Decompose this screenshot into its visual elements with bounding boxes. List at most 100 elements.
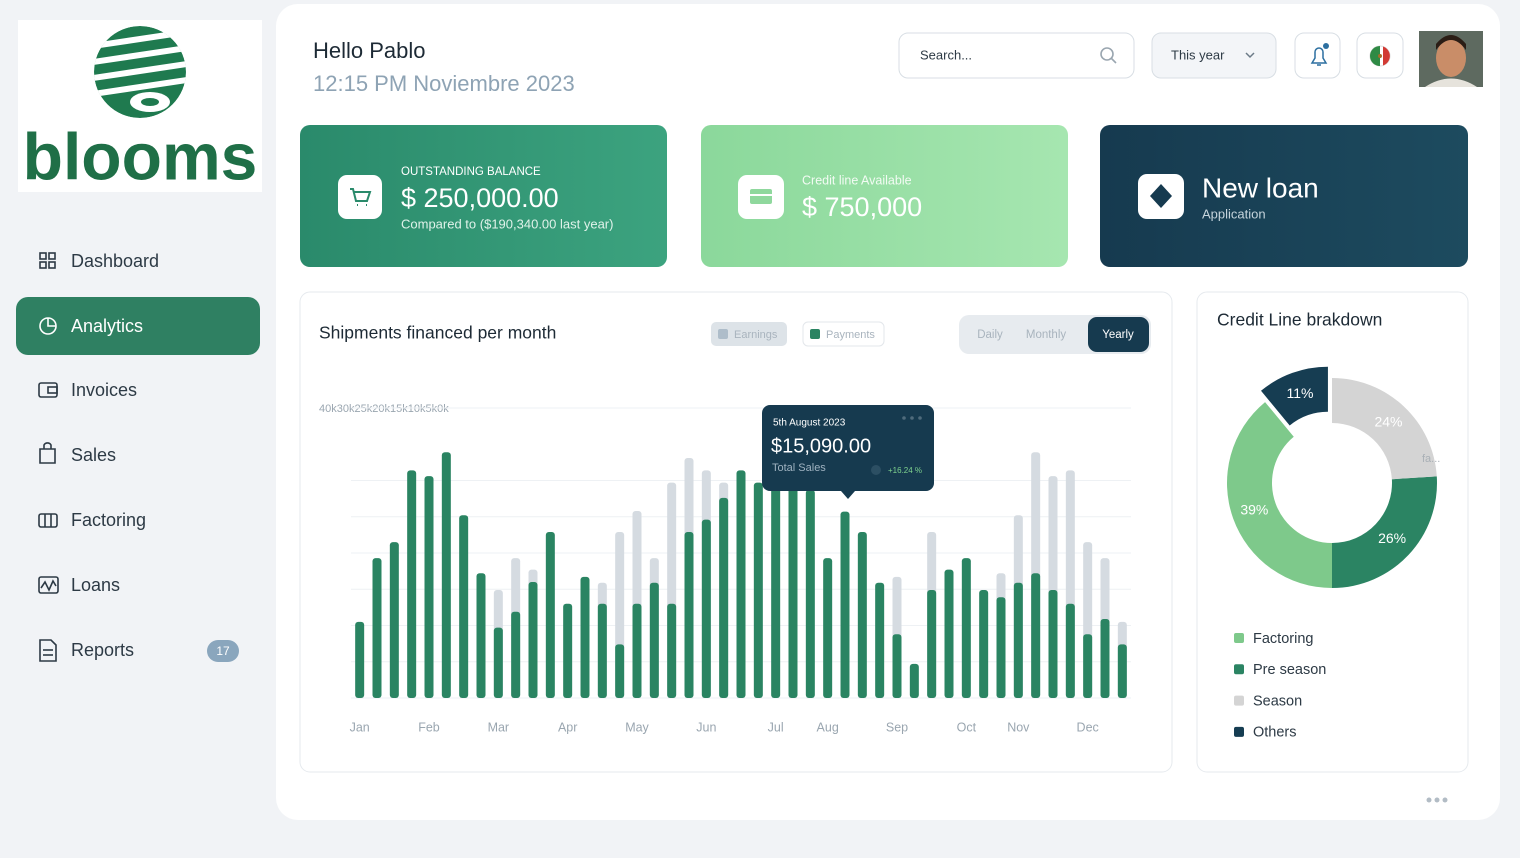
logo-mark <box>94 26 186 118</box>
bar <box>615 644 625 698</box>
tooltip-box <box>762 405 934 491</box>
card-value: $ 750,000 <box>802 192 922 222</box>
bar <box>961 558 971 698</box>
bar <box>857 531 867 698</box>
y-tick-label: 25k <box>355 403 373 415</box>
bar <box>1048 589 1058 698</box>
menu-item[interactable]: Sales <box>71 445 116 465</box>
y-tick-labels: 40k30k25k20k15k10k5k0k <box>319 403 449 415</box>
bar <box>979 589 989 698</box>
bar <box>407 470 417 698</box>
notification-dot <box>1323 43 1329 49</box>
bar <box>511 611 521 698</box>
x-tick-label: Feb <box>418 720 440 734</box>
tab[interactable]: Daily <box>977 329 1003 341</box>
legend-label: Earnings <box>734 329 778 341</box>
legend-swatch <box>1234 695 1244 706</box>
bar <box>840 511 850 698</box>
menu-item[interactable]: Invoices <box>71 380 137 400</box>
loan-icon <box>1150 184 1172 208</box>
bar <box>1031 573 1041 698</box>
x-tick-label: Aug <box>817 720 839 734</box>
tooltip: 5th August 2023 $15,090.00 Total Sales +… <box>762 405 934 499</box>
bar <box>441 452 451 698</box>
menu-item[interactable]: Dashboard <box>71 251 159 271</box>
badge <box>207 640 239 662</box>
card-title: New loan <box>1202 172 1319 203</box>
y-tick-label: 10k <box>408 403 426 415</box>
balance-card <box>300 125 667 267</box>
logo-text: blooms <box>23 119 258 193</box>
donut-segment <box>1332 377 1437 480</box>
legend-label: Others <box>1253 725 1297 741</box>
bar <box>372 558 382 698</box>
x-tick-label: Nov <box>1007 720 1030 734</box>
card-icon <box>338 175 382 219</box>
bar <box>996 597 1006 698</box>
tooltip-trend-icon <box>871 465 881 475</box>
bar <box>736 470 746 698</box>
active-tab[interactable] <box>1088 317 1149 352</box>
loan-card[interactable] <box>1100 125 1468 267</box>
cart-icon <box>350 188 372 206</box>
tooltip-arrow <box>841 491 855 499</box>
legend-label: Pre season <box>1253 662 1326 678</box>
bar <box>493 627 503 698</box>
tooltip-label: Total Sales <box>772 462 826 474</box>
x-tick-label: Jun <box>696 720 716 734</box>
menu-item[interactable]: Factoring <box>71 510 146 530</box>
active-menu-bg[interactable] <box>16 297 260 355</box>
bell-icon <box>1310 47 1328 66</box>
legend-item[interactable] <box>802 321 885 347</box>
bar <box>771 470 781 698</box>
donut-annotation: fa... <box>1422 453 1440 465</box>
tooltip-change: +16.24 % <box>888 466 922 475</box>
card-label: OUTSTANDING BALANCE <box>401 166 541 178</box>
menu-item[interactable]: Loans <box>71 575 120 595</box>
bar <box>597 603 607 698</box>
donut-value-label: 11% <box>1286 385 1313 401</box>
chart-title: Shipments financed per month <box>319 323 556 343</box>
legend-swatch <box>718 329 728 339</box>
legend-label: Season <box>1253 693 1302 709</box>
bar <box>355 621 365 698</box>
menu-item[interactable]: Analytics <box>71 316 143 336</box>
tab[interactable]: Yearly <box>1102 329 1134 341</box>
bar <box>424 476 434 698</box>
donut-value-label: 39% <box>1240 502 1268 518</box>
dropdown-arrow <box>1245 52 1255 59</box>
search-box[interactable] <box>898 32 1135 79</box>
datetime: 12:15 PM Noviembre 2023 <box>313 71 575 96</box>
legend-label: Factoring <box>1253 631 1313 647</box>
more-menu[interactable] <box>1426 797 1448 803</box>
bar <box>719 497 729 698</box>
tab[interactable]: Monthly <box>1026 329 1067 341</box>
tooltip-value: $15,090.00 <box>771 435 871 457</box>
legend-item[interactable] <box>711 322 787 346</box>
donut-segment <box>1227 402 1332 588</box>
x-tick-label: Jul <box>768 720 784 734</box>
y-tick-label: 5k <box>426 403 438 415</box>
credit-card <box>701 125 1068 267</box>
bar <box>649 582 659 698</box>
bar <box>528 582 538 698</box>
period-dropdown[interactable] <box>1151 32 1277 79</box>
card-value: $ 250,000.00 <box>401 183 559 213</box>
card-note: Compared to ($190,340.00 last year) <box>401 216 613 231</box>
donut-title: Credit Line brakdown <box>1217 310 1382 330</box>
card-glyph <box>750 189 772 204</box>
notifications-button[interactable] <box>1294 32 1341 79</box>
x-tick-label: Apr <box>558 720 577 734</box>
donut-segment <box>1332 476 1438 588</box>
bar <box>389 542 399 698</box>
bar <box>1083 634 1093 698</box>
search-placeholder: Search... <box>920 47 972 62</box>
bar <box>545 531 555 698</box>
tooltip-menu <box>902 416 922 420</box>
bar <box>892 634 902 698</box>
y-tick-label: 15k <box>390 403 408 415</box>
search-icon <box>1100 47 1117 64</box>
menu-item[interactable]: Reports <box>71 640 134 660</box>
bar <box>875 582 885 698</box>
